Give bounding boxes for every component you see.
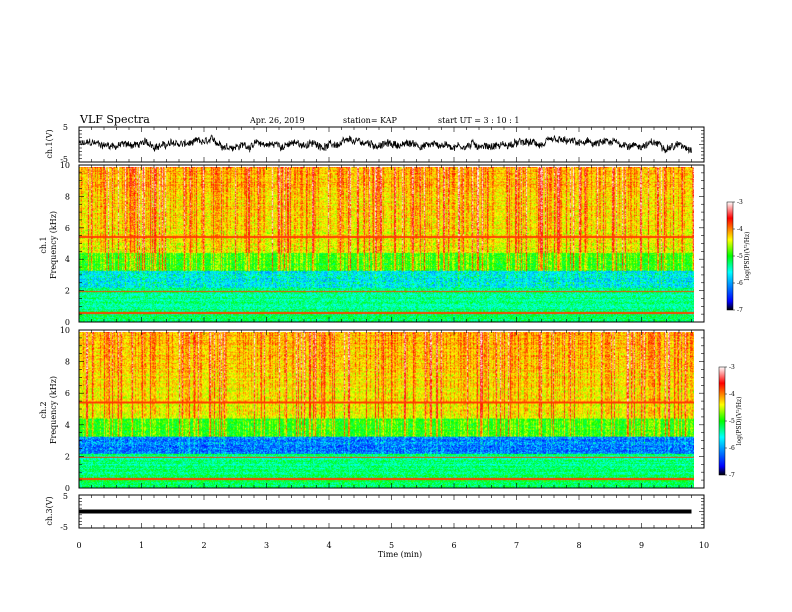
frequency-tick-label: 2: [65, 452, 70, 461]
frequency-tick-label: 6: [65, 224, 70, 233]
ch1-colorbar-ticks: -3 -4 -5 -6 -7: [733, 199, 743, 314]
time-tick-label: 1: [139, 541, 144, 550]
time-axis-label: Time (min): [378, 550, 422, 559]
time-tick-label: 4: [326, 541, 331, 550]
frequency-tick-label: 10: [60, 326, 70, 335]
ch2-spectrogram-panel: 0 2 4 6 8 10 ch.2 Frequency (kHz): [39, 326, 705, 493]
time-axis-ticks: [78, 127, 705, 528]
frequency-tick-label: 6: [65, 389, 70, 398]
time-tick-label: 6: [451, 541, 456, 550]
frequency-tick-label: 4: [65, 255, 70, 264]
start-time-label: start UT = 3 : 10 : 1: [438, 116, 519, 125]
colorbar-tick-label: -7: [729, 472, 735, 479]
colorbar-tick-label: -4: [729, 391, 735, 398]
frequency-tick-label: 4: [65, 421, 70, 430]
ch1-colorbar-gradient: [726, 201, 734, 311]
date-label: Apr. 26, 2019: [249, 116, 305, 125]
time-tick-label: 0: [76, 541, 81, 550]
colorbar-tick-label: -5: [737, 253, 743, 260]
ch2-channel-label: ch.2: [39, 401, 48, 418]
ch1-voltage-panel: 5 -5 ch.1(V): [45, 123, 705, 164]
ch3-voltage-ylabel: ch.3(V): [45, 496, 54, 525]
ch1-channel-label: ch.1: [39, 236, 48, 253]
time-tick-label: 2: [201, 541, 206, 550]
colorbar-tick-label: -6: [737, 280, 743, 287]
time-axis-tick-labels: 0 1 2 3 4 5 6 7 8 9 10: [76, 541, 709, 550]
ch3-ytick-min: -5: [60, 523, 68, 532]
colorbar-tick-label: -7: [737, 307, 743, 314]
ch3-voltage-panel: 5 -5 ch.3(V): [45, 492, 705, 532]
ch1-ytick-min: -5: [60, 155, 68, 164]
ch2-spectrogram-image: [79, 332, 694, 488]
ch1-colorbar: -3 -4 -5 -6 -7 log(PSD)(V²/Hz): [726, 199, 751, 314]
ch1-frequency-ylabel: Frequency (kHz): [49, 211, 58, 279]
ch1-ytick-max: 5: [63, 123, 68, 132]
station-label: station= KAP: [343, 116, 398, 125]
colorbar-tick-label: -3: [729, 364, 735, 371]
ch1-voltage-trace: [78, 134, 692, 154]
time-tick-label: 5: [389, 541, 394, 550]
ch1-voltage-ylabel: ch.1(V): [45, 129, 54, 158]
ch2-colorbar-ticks: -3 -4 -5 -6 -7: [725, 364, 735, 479]
ch3-ytick-max: 5: [63, 492, 68, 501]
frequency-tick-label: 0: [65, 484, 70, 493]
time-tick-label: 3: [264, 541, 269, 550]
ch2-colorbar-gradient: [718, 366, 726, 476]
figure-title: VLF Spectra: [79, 113, 150, 126]
frequency-tick-label: 0: [65, 318, 70, 327]
ch1-spectrogram-panel: 0 2 4 6 8 10 ch.1 Frequency (kHz): [39, 161, 705, 327]
colorbar-tick-label: -5: [729, 418, 735, 425]
ch2-colorbar-label: log(PSD)(V²/Hz): [736, 397, 743, 446]
frequency-tick-label: 8: [65, 358, 70, 367]
colorbar-tick-label: -4: [737, 226, 743, 233]
frequency-tick-label: 10: [60, 161, 70, 170]
ch2-frequency-ticks: 0 2 4 6 8 10: [60, 326, 704, 493]
colorbar-tick-label: -6: [729, 445, 735, 452]
ch2-frequency-ylabel: Frequency (kHz): [49, 376, 58, 444]
colorbar-tick-label: -3: [737, 199, 743, 206]
ch1-colorbar-label: log(PSD)(V²/Hz): [744, 232, 751, 281]
ch1-spectrogram-image: [79, 167, 694, 322]
time-tick-label: 7: [514, 541, 519, 550]
ch2-colorbar: -3 -4 -5 -6 -7 log(PSD)(V²/Hz): [718, 364, 743, 479]
time-tick-label: 8: [576, 541, 581, 550]
frequency-tick-label: 2: [65, 287, 70, 296]
time-tick-label: 10: [699, 541, 709, 550]
time-tick-label: 9: [639, 541, 644, 550]
frequency-tick-label: 8: [65, 192, 70, 201]
ch1-frequency-ticks: 0 2 4 6 8 10: [60, 161, 704, 327]
